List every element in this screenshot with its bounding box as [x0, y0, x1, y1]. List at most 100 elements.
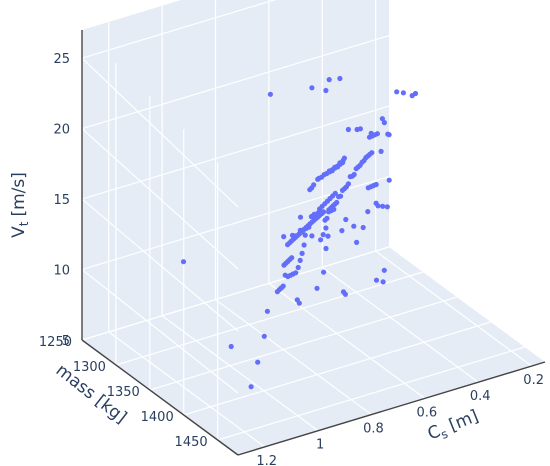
data-point: [337, 161, 343, 167]
x-tick-label: 0.4: [470, 389, 491, 404]
data-point: [400, 90, 406, 96]
data-points: [180, 75, 419, 390]
data-point: [301, 242, 307, 248]
data-point: [394, 89, 400, 95]
data-point: [384, 204, 390, 210]
x-grid-line-floor: [215, 299, 372, 416]
data-point: [380, 279, 386, 285]
data-point: [369, 150, 375, 156]
floor-pane: [82, 247, 545, 455]
data-point: [378, 148, 384, 154]
x-tick-label: 1: [316, 438, 324, 453]
z-grid-line-side: [81, 269, 239, 394]
data-point: [326, 77, 332, 83]
data-point: [320, 232, 326, 238]
y-grid-line-floor: [115, 271, 424, 366]
data-point: [341, 155, 347, 161]
data-point: [264, 308, 270, 314]
data-point: [386, 177, 392, 183]
data-point: [323, 245, 329, 252]
data-point: [255, 359, 261, 365]
x-tick-label: 0.8: [363, 422, 384, 437]
data-point: [342, 291, 348, 297]
data-point: [343, 216, 349, 223]
z-grid-line-back: [81, 0, 277, 59]
data-point: [323, 225, 329, 231]
data-point: [318, 237, 324, 243]
x-tick-label: 0.6: [417, 405, 438, 420]
data-point: [325, 233, 331, 239]
z-grid-line-side: [81, 57, 239, 208]
data-point: [289, 255, 295, 261]
data-point: [351, 223, 357, 229]
x-grid-line-floor: [268, 282, 426, 399]
z-tick-label: 10: [53, 264, 70, 279]
data-point: [373, 277, 380, 283]
data-point: [297, 214, 304, 220]
data-point: [360, 224, 366, 231]
data-point: [354, 239, 360, 245]
data-point: [299, 250, 305, 256]
y-grid-line-floor: [183, 321, 491, 416]
y-grid-line-floor: [149, 296, 458, 391]
data-point: [324, 215, 330, 221]
y-axis-edge: [81, 339, 239, 456]
data-point: [302, 232, 308, 238]
data-point: [385, 131, 391, 137]
axis-panes: [82, 0, 545, 455]
data-point: [345, 181, 351, 187]
x-axis-edge: [237, 361, 546, 456]
z-axis-title: Vt[m/s]: [9, 172, 31, 238]
data-point: [380, 203, 386, 209]
data-point: [261, 333, 267, 339]
x-grid-line-floor: [375, 250, 533, 367]
z-grid-line-back: [81, 35, 390, 130]
data-point: [319, 209, 325, 215]
data-point: [180, 259, 187, 265]
y-tick-label: 1400: [141, 410, 174, 425]
data-point: [334, 199, 340, 206]
data-point: [412, 90, 419, 97]
data-point: [373, 181, 379, 188]
data-point: [280, 283, 286, 289]
data-point: [381, 120, 387, 126]
data-point: [321, 269, 327, 275]
y-tick-label: 1350: [107, 385, 140, 400]
data-point: [323, 87, 329, 94]
data-point: [332, 190, 338, 196]
y-tick-label: 1250: [39, 335, 72, 350]
data-point: [306, 224, 312, 230]
z-grid-line-side: [81, 198, 239, 332]
data-point: [331, 206, 337, 212]
x-tick-label: 0.2: [523, 373, 544, 388]
data-point: [281, 234, 287, 240]
data-point: [228, 343, 234, 350]
data-point: [357, 126, 363, 132]
data-point: [337, 75, 343, 82]
data-point: [296, 300, 302, 306]
data-point: [375, 203, 381, 209]
grid-lines: [81, 0, 546, 456]
z-tick-label: 5: [62, 334, 70, 349]
data-point: [374, 131, 380, 137]
data-point: [297, 257, 303, 263]
z-tick-label: 20: [53, 123, 70, 138]
z-grid-line-back: [81, 175, 390, 271]
y-grid-line-floor: [81, 246, 390, 341]
data-point: [351, 171, 357, 178]
data-point: [309, 85, 315, 91]
data-point: [365, 209, 371, 215]
data-point: [311, 182, 317, 188]
z-grid-line-back: [81, 105, 390, 200]
data-point: [293, 270, 299, 276]
svg-text:Vt[m/s]: Vt[m/s]: [9, 172, 31, 238]
z-tick-label: 25: [53, 52, 70, 67]
y-tick-label: 1300: [73, 360, 106, 375]
z-grid-line-side: [81, 128, 239, 270]
x-grid-line-floor: [321, 266, 479, 383]
data-point: [345, 126, 351, 133]
data-point: [248, 384, 254, 390]
x-grid-line-floor: [108, 331, 266, 448]
